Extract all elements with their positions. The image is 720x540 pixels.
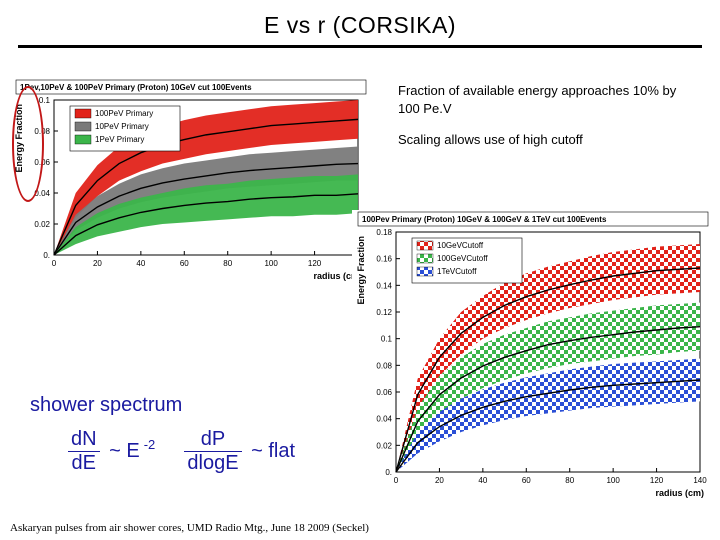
svg-text:100: 100 <box>606 476 620 485</box>
chart-left: 1Pev,10PeV & 100PeV Primary (Proton) 10G… <box>10 78 370 283</box>
svg-text:0.1: 0.1 <box>39 96 51 105</box>
frac1-top: dN <box>68 428 100 452</box>
svg-text:100Pev Primary (Proton) 10GeV: 100Pev Primary (Proton) 10GeV & 100GeV &… <box>362 215 607 224</box>
note-line-1: Fraction of available energy approaches … <box>398 82 698 117</box>
svg-text:0.02: 0.02 <box>376 441 392 450</box>
svg-text:0.04: 0.04 <box>376 415 392 424</box>
svg-text:radius (cm): radius (cm) <box>655 488 704 498</box>
svg-text:100PeV Primary: 100PeV Primary <box>95 109 153 118</box>
notes-block: Fraction of available energy approaches … <box>398 82 698 157</box>
svg-text:20: 20 <box>93 259 102 268</box>
svg-text:0: 0 <box>52 259 57 268</box>
rel1: ~ E <box>109 440 140 462</box>
svg-text:1Pev,10PeV & 100PeV Primary (P: 1Pev,10PeV & 100PeV Primary (Proton) 10G… <box>20 83 252 92</box>
rel2: ~ flat <box>251 440 295 462</box>
svg-text:140: 140 <box>693 476 707 485</box>
frac2-bot: dlogE <box>184 452 241 475</box>
svg-text:10GeVCutoff: 10GeVCutoff <box>437 241 484 250</box>
chart-right: 100Pev Primary (Proton) 10GeV & 100GeV &… <box>352 210 712 500</box>
svg-text:120: 120 <box>308 259 322 268</box>
svg-text:0.16: 0.16 <box>376 255 392 264</box>
svg-text:0.08: 0.08 <box>376 361 392 370</box>
svg-text:0.14: 0.14 <box>376 281 392 290</box>
svg-text:60: 60 <box>522 476 531 485</box>
svg-text:80: 80 <box>223 259 232 268</box>
handwriting-formula: dN dE ~ E -2 dP dlogE ~ flat <box>68 428 295 475</box>
yaxis-highlight-oval <box>12 86 44 202</box>
exp1: -2 <box>144 437 156 452</box>
svg-text:10PeV Primary: 10PeV Primary <box>95 122 149 131</box>
svg-text:0: 0 <box>394 476 399 485</box>
svg-text:0.06: 0.06 <box>376 388 392 397</box>
svg-text:120: 120 <box>650 476 664 485</box>
svg-text:1PeV Primary: 1PeV Primary <box>95 135 144 144</box>
page-title: E vs r (CORSIKA) <box>0 0 720 45</box>
svg-text:0.18: 0.18 <box>376 228 392 237</box>
svg-text:1TeVCutoff: 1TeVCutoff <box>437 267 477 276</box>
footer-text: Askaryan pulses from air shower cores, U… <box>10 522 369 534</box>
svg-text:0.: 0. <box>43 251 50 260</box>
title-rule <box>18 45 702 48</box>
frac2-top: dP <box>184 428 241 452</box>
svg-text:Energy Fraction: Energy Fraction <box>356 236 366 305</box>
svg-text:40: 40 <box>136 259 145 268</box>
svg-text:40: 40 <box>478 476 487 485</box>
svg-text:60: 60 <box>180 259 189 268</box>
handwriting-heading: shower spectrum <box>30 394 182 417</box>
svg-text:100: 100 <box>264 259 278 268</box>
frac1-bot: dE <box>68 452 100 475</box>
svg-text:0.12: 0.12 <box>376 308 392 317</box>
svg-text:0.: 0. <box>385 468 392 477</box>
svg-text:80: 80 <box>565 476 574 485</box>
svg-text:0.02: 0.02 <box>34 220 50 229</box>
svg-text:0.1: 0.1 <box>381 335 393 344</box>
svg-text:100GeVCutoff: 100GeVCutoff <box>437 254 488 263</box>
note-line-2: Scaling allows use of high cutoff <box>398 131 698 149</box>
svg-text:20: 20 <box>435 476 444 485</box>
